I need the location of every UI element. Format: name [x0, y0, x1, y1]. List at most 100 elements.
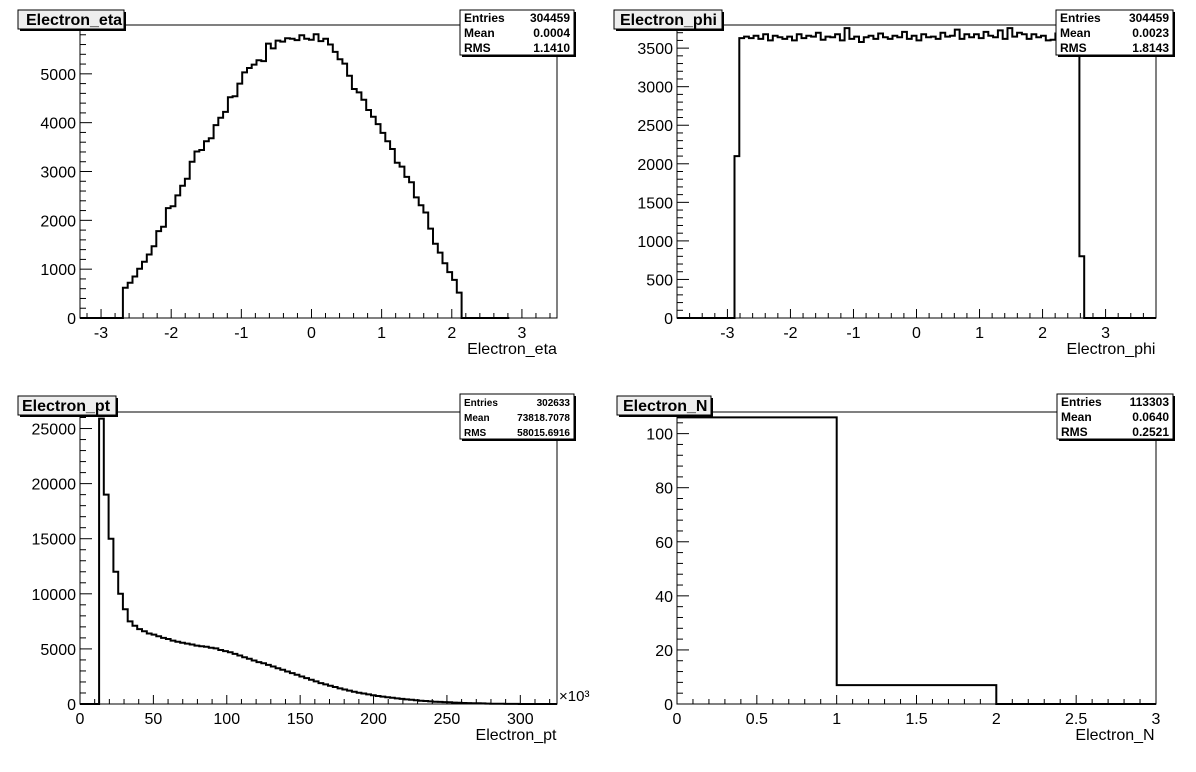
x-axis-label: Electron_pt [476, 727, 557, 744]
y-tick-label: 0 [664, 311, 673, 328]
stats-label: RMS [1060, 41, 1087, 55]
stats-box [459, 9, 575, 56]
y-tick-label: 500 [646, 272, 673, 289]
y-tick-label: 0 [67, 697, 76, 714]
stats-value: 0.0640 [1132, 410, 1169, 424]
chart-title: Electron_pt [22, 398, 111, 415]
y-tick-label: 1000 [40, 262, 76, 279]
stats-label: Entries [1061, 395, 1102, 409]
histogram-series [677, 416, 1156, 705]
y-tick-label: 5000 [40, 642, 76, 659]
x-axis-label: Electron_phi [1067, 341, 1156, 358]
y-tick-label: 80 [655, 481, 673, 498]
stats-value: 302633 [537, 398, 571, 409]
x-tick-label: 2 [447, 325, 456, 342]
y-tick-label: 20 [655, 643, 673, 660]
stats-box [459, 393, 575, 440]
chart-title: Electron_phi [620, 12, 717, 29]
x-tick-label: -3 [720, 325, 734, 342]
x-tick-label: 2 [992, 711, 1001, 728]
stats-label: Mean [464, 413, 490, 424]
x-axis-label: Electron_N [1075, 727, 1154, 744]
y-tick-label: 3000 [637, 80, 673, 97]
x-tick-label: 3 [1101, 325, 1110, 342]
y-tick-label: 10000 [32, 587, 77, 604]
y-tick-label: 0 [67, 311, 76, 328]
x-tick-label: 3 [1152, 711, 1161, 728]
histogram-series [80, 417, 557, 705]
x-tick-label: 1 [832, 711, 841, 728]
x-tick-label: 50 [144, 711, 162, 728]
x-axis-label: Electron_eta [467, 341, 557, 358]
stats-value: 0.2521 [1132, 425, 1169, 439]
y-tick-label: 25000 [32, 422, 77, 439]
stats-value: 304459 [530, 11, 570, 25]
x-tick-label: 150 [287, 711, 314, 728]
y-tick-label: 4000 [40, 116, 76, 133]
y-tick-label: 2000 [40, 213, 76, 230]
x-tick-label: -2 [783, 325, 797, 342]
x-tick-label: -2 [164, 325, 178, 342]
stats-value: 113303 [1130, 395, 1170, 409]
y-tick-label: 2500 [637, 118, 673, 135]
stats-value: 0.0004 [533, 26, 570, 40]
y-tick-label: 1000 [637, 234, 673, 251]
y-tick-label: 1500 [637, 195, 673, 212]
stats-value: 0.0023 [1132, 26, 1169, 40]
x-tick-label: -3 [94, 325, 108, 342]
stats-label: Mean [1061, 410, 1092, 424]
stats-label: RMS [464, 428, 487, 439]
histogram-series [677, 27, 1156, 319]
y-tick-label: 2000 [637, 157, 673, 174]
y-tick-label: 100 [646, 427, 673, 444]
x-tick-label: 0 [912, 325, 921, 342]
stats-label: Entries [464, 11, 505, 25]
stats-label: Entries [1060, 11, 1101, 25]
plot-frame [79, 24, 558, 319]
x-tick-label: 2 [1038, 325, 1047, 342]
y-tick-label: 0 [664, 697, 673, 714]
chart-title: Electron_eta [26, 12, 122, 29]
x-tick-label: 0 [307, 325, 316, 342]
stats-value: 304459 [1129, 11, 1169, 25]
y-tick-label: 60 [655, 535, 673, 552]
stats-label: Mean [1060, 26, 1091, 40]
chart-title: Electron_N [623, 398, 707, 415]
x-tick-label: 2.5 [1065, 711, 1087, 728]
title-box [17, 395, 117, 416]
stats-value: 58015.6916 [517, 428, 570, 439]
x-tick-label: 0.5 [746, 711, 768, 728]
plot-frame [79, 411, 558, 705]
stats-box [1056, 393, 1174, 440]
y-tick-label: 3500 [637, 41, 673, 58]
title-box [616, 395, 712, 416]
y-tick-label: 15000 [32, 532, 77, 549]
stats-value: 1.1410 [533, 41, 570, 55]
y-tick-label: 20000 [32, 477, 77, 494]
histogram-panel-electron-pt: 0 5000 10000 15000 20000 25000 0 50 100 150 200 250… [17, 393, 589, 744]
stats-value: 1.8143 [1132, 41, 1169, 55]
stats-label: RMS [464, 41, 491, 55]
y-tick-label: 3000 [40, 165, 76, 182]
x-tick-label: 3 [517, 325, 526, 342]
stats-label: Mean [464, 26, 495, 40]
y-tick-label: 5000 [40, 67, 76, 84]
x-tick-label: 100 [213, 711, 240, 728]
x-tick-label: 250 [434, 711, 461, 728]
x-tick-label: 200 [360, 711, 387, 728]
stats-label: RMS [1061, 425, 1088, 439]
stats-label: Entries [464, 398, 498, 409]
x-tick-label: -1 [234, 325, 248, 342]
y-tick-label: 40 [655, 589, 673, 606]
x-tick-label: 1 [975, 325, 984, 342]
x-tick-label: 1 [377, 325, 386, 342]
x-tick-label: 0 [673, 711, 682, 728]
x-axis-multiplier: ×10³ [559, 688, 589, 705]
title-box [17, 9, 125, 30]
histogram-panel-electron-eta: 0100020003000400050006000-3-2-10123Elect… [17, 9, 576, 358]
x-tick-label: -1 [846, 325, 860, 342]
stats-box [1055, 9, 1174, 56]
stats-value: 73818.7078 [517, 413, 570, 424]
